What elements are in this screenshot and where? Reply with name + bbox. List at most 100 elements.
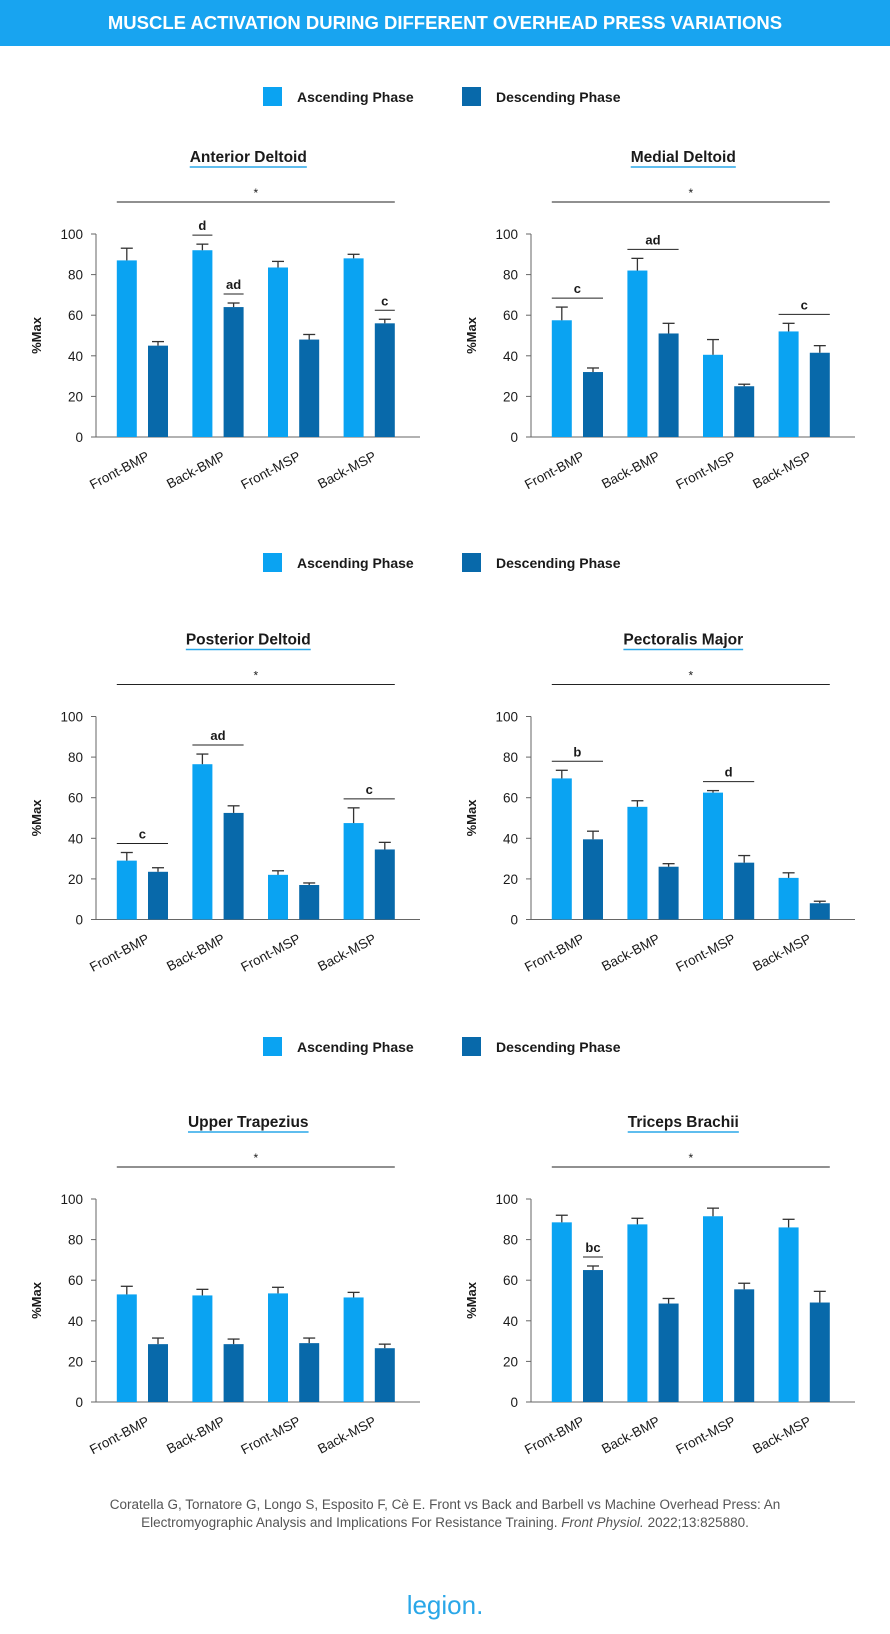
y-tick-label: 60 [503, 308, 518, 323]
bar [374, 1348, 395, 1402]
x-tick-label: Back-BMP [164, 448, 227, 491]
x-tick-label: Front-MSP [238, 1413, 303, 1457]
y-axis-label: %Max [29, 316, 44, 354]
y-tick-label: 60 [68, 791, 83, 806]
bar [299, 884, 320, 920]
y-tick-label: 40 [503, 349, 518, 364]
x-tick-label: Back-MSP [750, 1413, 813, 1456]
annotation-label: b [573, 744, 581, 759]
bar [658, 333, 679, 437]
chart-title: Triceps Brachii [628, 1114, 739, 1131]
legend-swatch [263, 87, 282, 106]
bar [583, 1270, 603, 1402]
x-tick-label: Front-MSP [673, 448, 738, 492]
bar [343, 823, 364, 920]
chart-title: Upper Trapezius [188, 1114, 309, 1131]
chart-title: Pectoralis Major [623, 632, 743, 649]
y-tick-label: 0 [510, 430, 518, 445]
annotation-label: c [381, 293, 388, 308]
legend-swatch [462, 553, 481, 572]
significance-label: * [688, 1151, 693, 1165]
x-tick-label: Back-BMP [599, 931, 662, 974]
annotation-label: c [574, 281, 581, 296]
bar [116, 260, 137, 437]
bar [778, 331, 799, 437]
bar [703, 1216, 723, 1402]
x-tick-label: Back-MSP [315, 448, 378, 491]
logo: legion. [407, 1590, 484, 1620]
annotation-label: c [801, 297, 808, 312]
significance-label: * [688, 186, 693, 200]
bar [809, 352, 830, 437]
bar [268, 1293, 288, 1402]
bar [734, 1289, 755, 1402]
bar [551, 320, 572, 437]
annotation-label: ad [645, 232, 660, 247]
legend-swatch [263, 1037, 282, 1056]
significance-label: * [253, 1151, 258, 1165]
legend-label: Ascending Phase [297, 1039, 414, 1055]
bar [551, 1222, 572, 1402]
x-tick-label: Front-BMP [522, 448, 587, 492]
y-tick-label: 20 [503, 1354, 518, 1369]
bar [734, 386, 755, 437]
bar [703, 792, 723, 920]
x-tick-label: Front-BMP [87, 448, 152, 492]
y-tick-label: 60 [68, 1273, 83, 1288]
annotation-label: d [725, 765, 733, 780]
bar [343, 258, 364, 437]
annotation-label: d [198, 218, 206, 233]
y-tick-label: 80 [68, 750, 83, 765]
x-tick-label: Front-BMP [87, 1413, 152, 1457]
y-tick-label: 40 [68, 831, 83, 846]
y-tick-label: 0 [75, 430, 83, 445]
y-tick-label: 100 [495, 1192, 518, 1207]
bar [148, 1344, 168, 1402]
chart-title: Posterior Deltoid [186, 632, 311, 649]
legend-label: Descending Phase [496, 89, 621, 105]
header-bar [0, 0, 890, 46]
bar [583, 839, 603, 920]
y-tick-label: 80 [68, 268, 83, 283]
bar [223, 812, 244, 920]
bar [116, 860, 137, 920]
x-tick-label: Front-MSP [238, 448, 303, 492]
legend-label: Ascending Phase [297, 89, 414, 105]
y-axis-label: %Max [29, 1281, 44, 1319]
chart-title: Medial Deltoid [631, 149, 736, 166]
bar [223, 1344, 244, 1402]
y-tick-label: 80 [68, 1233, 83, 1248]
x-tick-label: Front-MSP [673, 931, 738, 975]
y-tick-label: 100 [495, 227, 518, 242]
legend-label: Ascending Phase [297, 555, 414, 571]
x-tick-label: Back-BMP [599, 448, 662, 491]
bar [268, 874, 288, 920]
x-tick-label: Front-MSP [238, 931, 303, 975]
y-tick-label: 100 [60, 710, 83, 725]
bar [734, 862, 755, 920]
y-tick-label: 40 [503, 831, 518, 846]
bar [627, 806, 648, 920]
annotation-label: c [366, 782, 373, 797]
y-tick-label: 40 [68, 349, 83, 364]
y-tick-label: 0 [510, 913, 518, 928]
y-tick-label: 20 [68, 1354, 83, 1369]
significance-label: * [253, 186, 258, 200]
bar [148, 345, 168, 437]
page-title: MUSCLE ACTIVATION DURING DIFFERENT OVERH… [108, 12, 782, 33]
y-tick-label: 100 [60, 1192, 83, 1207]
citation-line: Coratella G, Tornatore G, Longo S, Espos… [109, 1497, 781, 1512]
citation-details: 2022;13:825880. [647, 1515, 749, 1530]
significance-label: * [253, 669, 258, 683]
bar [116, 1294, 137, 1402]
y-axis-label: %Max [464, 799, 479, 837]
bar [374, 849, 395, 920]
annotation-label: ad [210, 728, 225, 743]
bar [627, 270, 648, 437]
annotation-label: c [139, 827, 146, 842]
y-tick-label: 60 [68, 308, 83, 323]
x-tick-label: Front-BMP [522, 1413, 587, 1457]
citation-line: Electromyographic Analysis and Implicati… [0, 1514, 890, 1532]
x-tick-label: Back-MSP [750, 448, 813, 491]
